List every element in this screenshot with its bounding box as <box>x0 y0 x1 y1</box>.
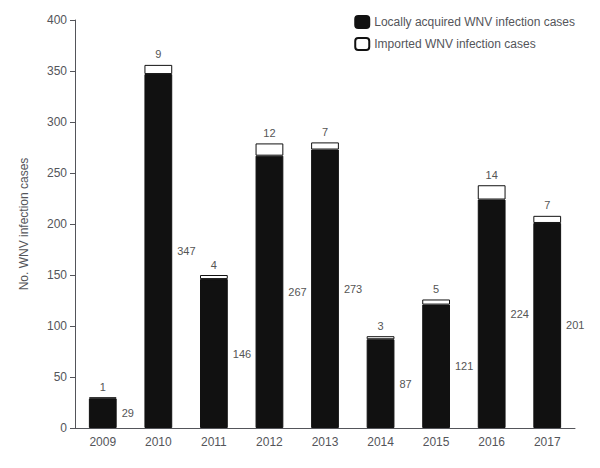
svg-text:Locally acquired WNV infection: Locally acquired WNV infection cases <box>374 15 575 29</box>
svg-text:12: 12 <box>263 127 275 139</box>
svg-text:29: 29 <box>122 407 134 419</box>
svg-text:50: 50 <box>54 370 68 384</box>
svg-text:2010: 2010 <box>145 435 172 449</box>
svg-text:1: 1 <box>100 381 106 393</box>
svg-text:2014: 2014 <box>367 435 394 449</box>
svg-text:150: 150 <box>47 268 67 282</box>
svg-text:300: 300 <box>47 115 67 129</box>
svg-text:87: 87 <box>399 378 411 390</box>
svg-text:7: 7 <box>544 199 550 211</box>
svg-text:400: 400 <box>47 13 67 27</box>
svg-text:201: 201 <box>566 319 584 331</box>
svg-text:5: 5 <box>433 283 439 295</box>
svg-text:2016: 2016 <box>478 435 505 449</box>
svg-text:7: 7 <box>322 126 328 138</box>
svg-text:Imported WNV infection cases: Imported WNV infection cases <box>374 37 535 51</box>
svg-text:2013: 2013 <box>312 435 339 449</box>
svg-text:4: 4 <box>211 259 217 271</box>
svg-text:267: 267 <box>288 286 306 298</box>
svg-text:273: 273 <box>344 283 362 295</box>
svg-text:0: 0 <box>60 421 67 435</box>
svg-text:100: 100 <box>47 319 67 333</box>
svg-text:No. WNV infection cases: No. WNV infection cases <box>17 158 31 291</box>
svg-text:224: 224 <box>511 308 529 320</box>
svg-text:347: 347 <box>177 245 195 257</box>
svg-text:14: 14 <box>486 169 498 181</box>
svg-text:2009: 2009 <box>89 435 116 449</box>
svg-text:250: 250 <box>47 166 67 180</box>
svg-text:2011: 2011 <box>201 435 227 449</box>
svg-text:2017: 2017 <box>534 435 561 449</box>
svg-text:2012: 2012 <box>256 435 283 449</box>
svg-text:2015: 2015 <box>423 435 450 449</box>
svg-text:9: 9 <box>155 48 161 60</box>
svg-text:200: 200 <box>47 217 67 231</box>
svg-text:121: 121 <box>455 360 473 372</box>
svg-text:350: 350 <box>47 64 67 78</box>
svg-text:146: 146 <box>233 348 251 360</box>
svg-text:3: 3 <box>377 320 383 332</box>
